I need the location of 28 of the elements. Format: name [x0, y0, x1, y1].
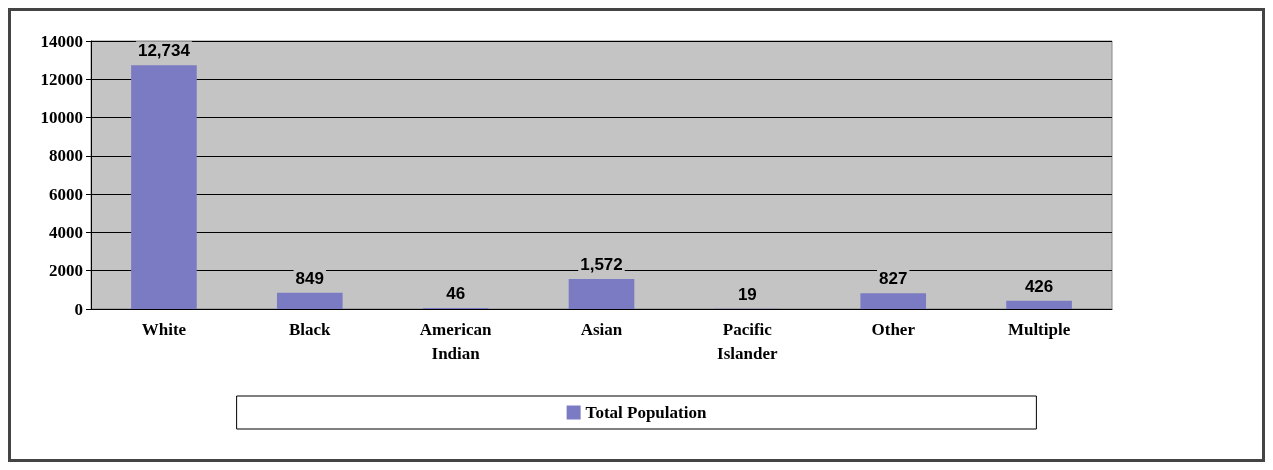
bar [131, 65, 197, 309]
y-tick-label: 12000 [40, 69, 83, 89]
x-tick-label: Other [871, 319, 916, 339]
data-label: 426 [1024, 276, 1054, 296]
data-label: 12,734 [137, 41, 191, 61]
data-label: 1,572 [580, 254, 623, 274]
x-tick-label: Multiple [1007, 319, 1071, 339]
bar [568, 278, 635, 309]
x-tick-label: Black [289, 319, 332, 339]
y-tick-label: 2000 [49, 261, 83, 281]
y-tick-label: 6000 [49, 184, 83, 204]
y-tick-label: 8000 [49, 146, 83, 166]
data-label: 19 [737, 284, 757, 304]
data-label: 849 [295, 268, 324, 288]
x-tick-label: Pacific Islander [717, 319, 779, 363]
data-label: 827 [879, 269, 908, 289]
bar [276, 292, 343, 309]
legend-label: Total Population [585, 403, 707, 422]
y-tick-label: 4000 [49, 222, 83, 242]
bar [860, 293, 927, 309]
data-label: 46 [446, 284, 466, 304]
y-tick-label: 10000 [40, 108, 83, 128]
x-tick-label: White [141, 319, 187, 339]
x-tick-label: American Indian [419, 319, 493, 363]
x-tick-label: Asian [580, 319, 623, 339]
y-tick-label: 0 [74, 299, 83, 319]
y-tick-label: 14000 [40, 31, 83, 51]
bar [1006, 300, 1072, 309]
